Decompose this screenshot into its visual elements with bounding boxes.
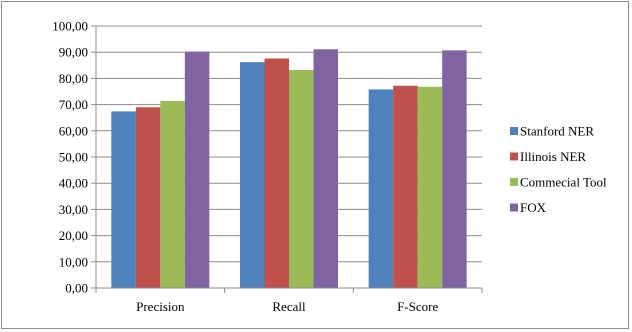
bars: [111, 49, 467, 289]
bar-commecial-tool-f-score: [417, 86, 443, 288]
y-tick-label: 100,00: [52, 19, 88, 34]
bar-fox-precision: [184, 51, 210, 289]
legend-swatch: [510, 203, 518, 212]
legend-label: Commecial Tool: [520, 175, 607, 190]
y-tick-label: 40,00: [59, 176, 88, 191]
x-tick-label: Precision: [136, 299, 185, 314]
x-tick-label: F-Score: [397, 299, 438, 314]
bar-illinois-ner-f-score: [393, 85, 418, 289]
y-tick-label: 70,00: [59, 97, 88, 112]
y-tick-label: 30,00: [59, 202, 88, 217]
axes: [95, 26, 482, 289]
x-axis-ticks: Precision Recall F-Score: [95, 288, 483, 314]
legend-label: FOX: [520, 200, 547, 215]
y-tick-label: 20,00: [59, 228, 88, 243]
bar-fox-recall: [313, 49, 338, 289]
y-tick-label: 80,00: [59, 71, 88, 86]
bar-illinois-ner-recall: [264, 58, 289, 288]
y-tick-label: 60,00: [59, 123, 88, 138]
x-tick-label: Recall: [272, 299, 306, 314]
bar-fox-f-score: [442, 50, 467, 289]
y-tick-label: 50,00: [59, 150, 88, 165]
legend-swatch: [510, 152, 518, 161]
legend-label: Illinois NER: [520, 149, 586, 164]
bar-commecial-tool-recall: [289, 70, 314, 289]
legend-swatch: [510, 127, 518, 135]
legend-swatch: [510, 178, 518, 186]
bar-stanford-ner-precision: [111, 111, 136, 288]
bar-stanford-ner-f-score: [368, 89, 394, 289]
legend-label: Stanford NER: [520, 124, 594, 139]
bar-illinois-ner-precision: [135, 107, 161, 288]
y-tick-label: 0,00: [65, 281, 88, 296]
legend: Stanford NER Illinois NER Commecial Tool FO…: [510, 124, 607, 215]
y-axis-ticks: 0,00 10,00 20,00 30,00 40,00 50,00 60,00 70,00 8…: [52, 19, 96, 296]
y-tick-label: 90,00: [59, 45, 88, 60]
bar-stanford-ner-recall: [240, 62, 265, 288]
bar-commecial-tool-precision: [160, 100, 185, 288]
y-tick-label: 10,00: [59, 254, 88, 269]
